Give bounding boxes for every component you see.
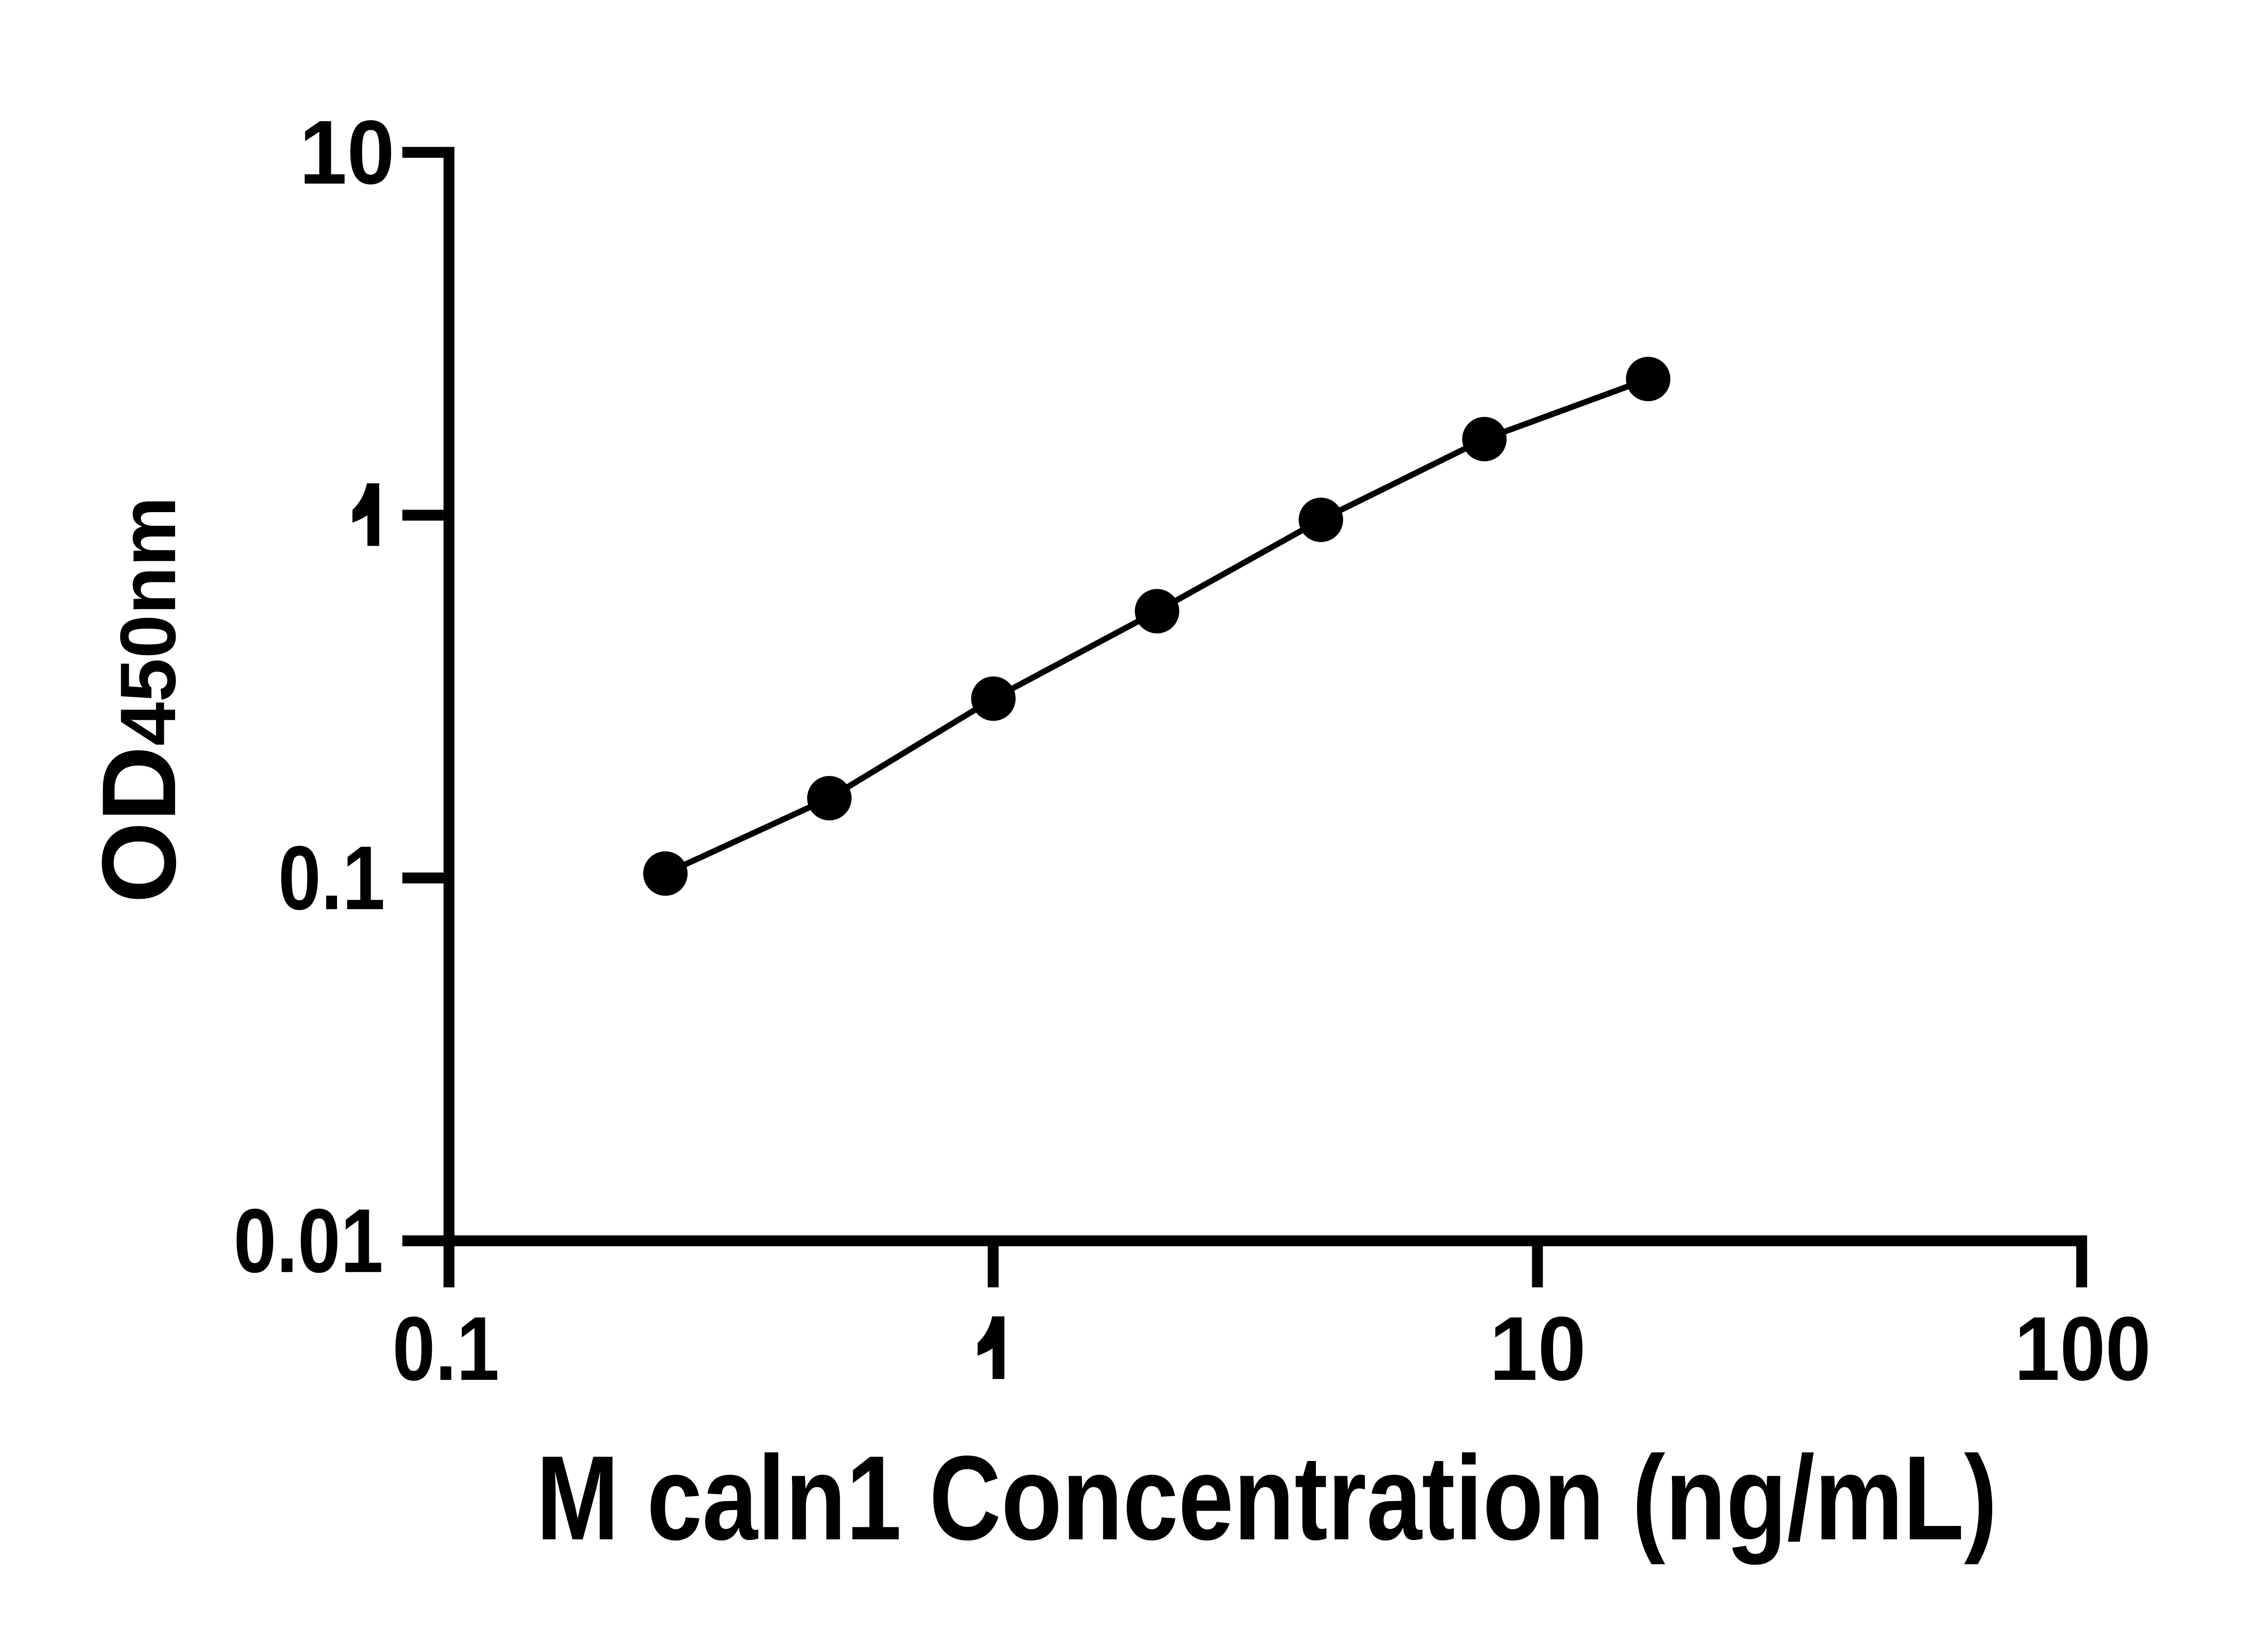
svg-text:M caln1 Concentration (ng/mL): M caln1 Concentration (ng/mL) (536, 1431, 1997, 1565)
svg-text:100: 100 (2014, 1298, 2151, 1399)
svg-text:10: 10 (1489, 1298, 1586, 1399)
svg-text:OD450nm: OD450nm (81, 497, 198, 904)
svg-text:10: 10 (299, 102, 395, 203)
svg-text:0.01: 0.01 (234, 1190, 383, 1291)
svg-text:0.1: 0.1 (392, 1298, 499, 1399)
svg-text:0.1: 0.1 (278, 827, 385, 929)
